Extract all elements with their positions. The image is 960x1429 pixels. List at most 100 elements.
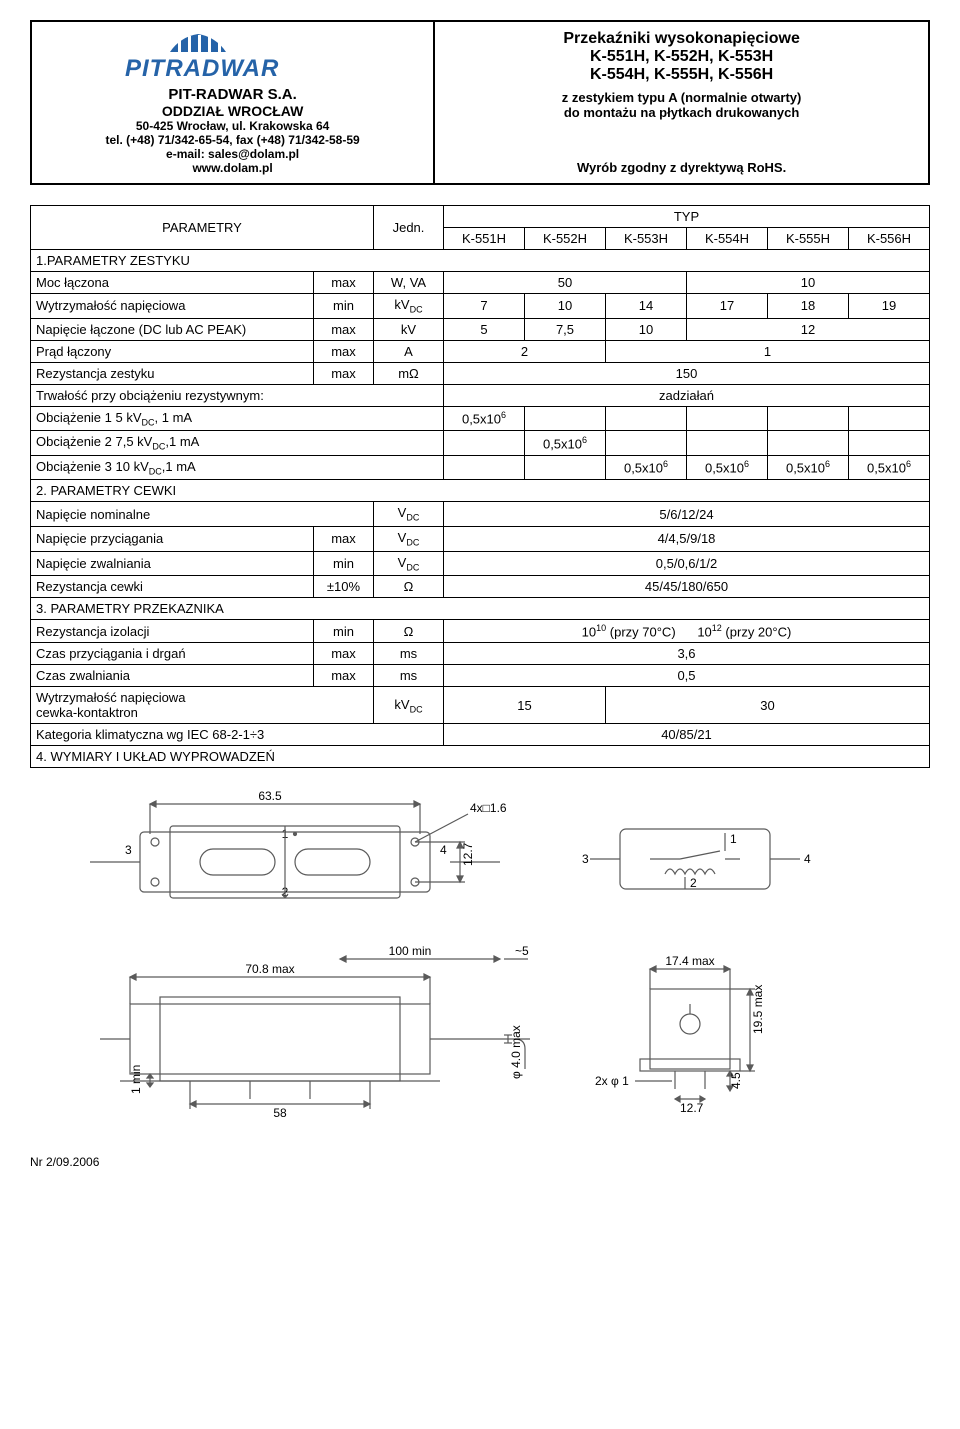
rohs-note: Wyrób zgodny z dyrektywą RoHS. — [447, 160, 916, 175]
svg-text:2: 2 — [690, 876, 697, 890]
product-subtitle-1: z zestykiem typu A (normalnie otwarty) — [447, 90, 916, 105]
s1r2-v3: 17 — [687, 294, 768, 319]
s1r3-v4: 12 — [687, 318, 930, 340]
s1r5-v: 150 — [444, 362, 930, 384]
company-logo: PITRADWAR — [123, 34, 343, 84]
svg-text:70.8 max: 70.8 max — [245, 962, 294, 976]
s3r3-p: Czas zwalniania — [31, 665, 314, 687]
svg-text:4: 4 — [804, 852, 811, 866]
svg-text:12.7: 12.7 — [461, 843, 475, 867]
header-box: PITRADWAR PIT-RADWAR S.A. ODDZIAŁ WROCŁA… — [30, 20, 930, 185]
th-param: PARAMETRY — [31, 206, 374, 250]
s2r3-v: 0,5/0,6/1/2 — [444, 551, 930, 576]
svg-text:4: 4 — [440, 843, 447, 857]
s1r2-v5: 19 — [849, 294, 930, 319]
svg-text:63.5: 63.5 — [258, 789, 282, 803]
s1r1-p: Moc łączona — [31, 272, 314, 294]
s3r3-v: 0,5 — [444, 665, 930, 687]
svg-text:19.5 max: 19.5 max — [751, 985, 765, 1034]
s1r3-v2: 7,5 — [525, 318, 606, 340]
header-right: Przekaźniki wysokonapięciowe K-551H, K-5… — [435, 22, 928, 183]
company-address: 50-425 Wrocław, ul. Krakowska 64 — [40, 119, 425, 133]
s2r1-u: VDC — [374, 502, 444, 527]
company-tel: tel. (+48) 71/342-65-54, fax (+48) 71/34… — [40, 133, 425, 147]
svg-text:17.4 max: 17.4 max — [665, 954, 714, 968]
spec-table: PARAMETRY Jedn. TYP K-551H K-552H K-553H… — [30, 205, 930, 768]
s3r4-p: Wytrzymałość napięciowacewka-kontaktron — [31, 687, 374, 724]
svg-text:φ 4.0 max: φ 4.0 max — [509, 1026, 523, 1080]
svg-text:3: 3 — [582, 852, 589, 866]
product-subtitle-2: do montażu na płytkach drukowanych — [447, 105, 916, 120]
s2r4-u: Ω — [374, 576, 444, 598]
s3r1-c: min — [314, 620, 374, 643]
s1r9-v3: 0,5x106 — [768, 455, 849, 480]
s1r5-p: Rezystancja zestyku — [31, 362, 314, 384]
th-type-2: K-553H — [606, 228, 687, 250]
s2r1-v: 5/6/12/24 — [444, 502, 930, 527]
product-title-3: K-554H, K-555H, K-556H — [447, 66, 916, 84]
s1r2-v2: 14 — [606, 294, 687, 319]
svg-text:12.7: 12.7 — [680, 1101, 704, 1115]
s3r2-u: ms — [374, 643, 444, 665]
s2r2-v: 4/4,5/9/18 — [444, 526, 930, 551]
s1r2-v0: 7 — [444, 294, 525, 319]
s2r3-c: min — [314, 551, 374, 576]
s3r2-v: 3,6 — [444, 643, 930, 665]
s3r4-v1: 15 — [444, 687, 606, 724]
th-type-4: K-555H — [768, 228, 849, 250]
s3r2-p: Czas przyciągania i drgań — [31, 643, 314, 665]
s2r1-p: Napięcie nominalne — [31, 502, 374, 527]
svg-text:1: 1 — [730, 832, 737, 846]
s1r1-u: W, VA — [374, 272, 444, 294]
doc-number: Nr 2/09.2006 — [30, 1155, 930, 1169]
s1r2-u: kVDC — [374, 294, 444, 319]
company-dept: ODDZIAŁ WROCŁAW — [40, 103, 425, 119]
section3-title: 3. PARAMETRY PRZEKAZNIKA — [31, 598, 930, 620]
s1r9-p: Obciążenie 3 10 kVDC,1 mA — [31, 455, 444, 480]
s2r2-u: VDC — [374, 526, 444, 551]
company-email: e-mail: sales@dolam.pl — [40, 147, 425, 161]
s3r3-c: max — [314, 665, 374, 687]
s1r3-v1: 5 — [444, 318, 525, 340]
s3r5-v: 40/85/21 — [444, 724, 930, 746]
s3r1-p: Rezystancja izolacji — [31, 620, 314, 643]
s3r5-p: Kategoria klimatyczna wg IEC 68-2-1÷3 — [31, 724, 444, 746]
s1r9-v4: 0,5x106 — [849, 455, 930, 480]
section4-title: 4. WYMIARY I UKŁAD WYPROWADZEŃ — [31, 746, 930, 768]
s1r5-c: max — [314, 362, 374, 384]
s1r1-c: max — [314, 272, 374, 294]
s1r2-v1: 10 — [525, 294, 606, 319]
s1r3-v3: 10 — [606, 318, 687, 340]
company-www: www.dolam.pl — [40, 161, 425, 175]
s3r1-u: Ω — [374, 620, 444, 643]
svg-text:2x φ 1: 2x φ 1 — [595, 1074, 629, 1088]
svg-text:58: 58 — [273, 1106, 287, 1120]
th-type-5: K-556H — [849, 228, 930, 250]
s1r1-v2: 10 — [687, 272, 930, 294]
s1r2-p: Wytrzymałość napięciowa — [31, 294, 314, 319]
s2r2-c: max — [314, 526, 374, 551]
th-type-group: TYP — [444, 206, 930, 228]
svg-text:~5: ~5 — [515, 944, 529, 958]
s3r3-u: ms — [374, 665, 444, 687]
dimension-drawings: 63.5 3 4 1 2 4x□1.6 12.7 — [30, 776, 930, 1135]
s2r3-u: VDC — [374, 551, 444, 576]
s1r3-u: kV — [374, 318, 444, 340]
s1r6-p: Trwałość przy obciążeniu rezystywnym: — [31, 384, 444, 406]
svg-text:4x□1.6: 4x□1.6 — [470, 801, 507, 815]
s3r2-c: max — [314, 643, 374, 665]
s3r4-u: kVDC — [374, 687, 444, 724]
s1r6-v: zadziałań — [444, 384, 930, 406]
s1r3-p: Napięcie łączone (DC lub AC PEAK) — [31, 318, 314, 340]
th-type-0: K-551H — [444, 228, 525, 250]
s1r7-v: 0,5x106 — [444, 406, 525, 431]
s2r4-c: ±10% — [314, 576, 374, 598]
svg-text:4.5: 4.5 — [729, 1072, 743, 1089]
svg-text:PITRADWAR: PITRADWAR — [125, 55, 279, 82]
svg-text:3: 3 — [125, 843, 132, 857]
s2r3-p: Napięcie zwalniania — [31, 551, 314, 576]
th-type-1: K-552H — [525, 228, 606, 250]
th-unit: Jedn. — [374, 206, 444, 250]
s3r4-v2: 30 — [606, 687, 930, 724]
s1r5-u: mΩ — [374, 362, 444, 384]
